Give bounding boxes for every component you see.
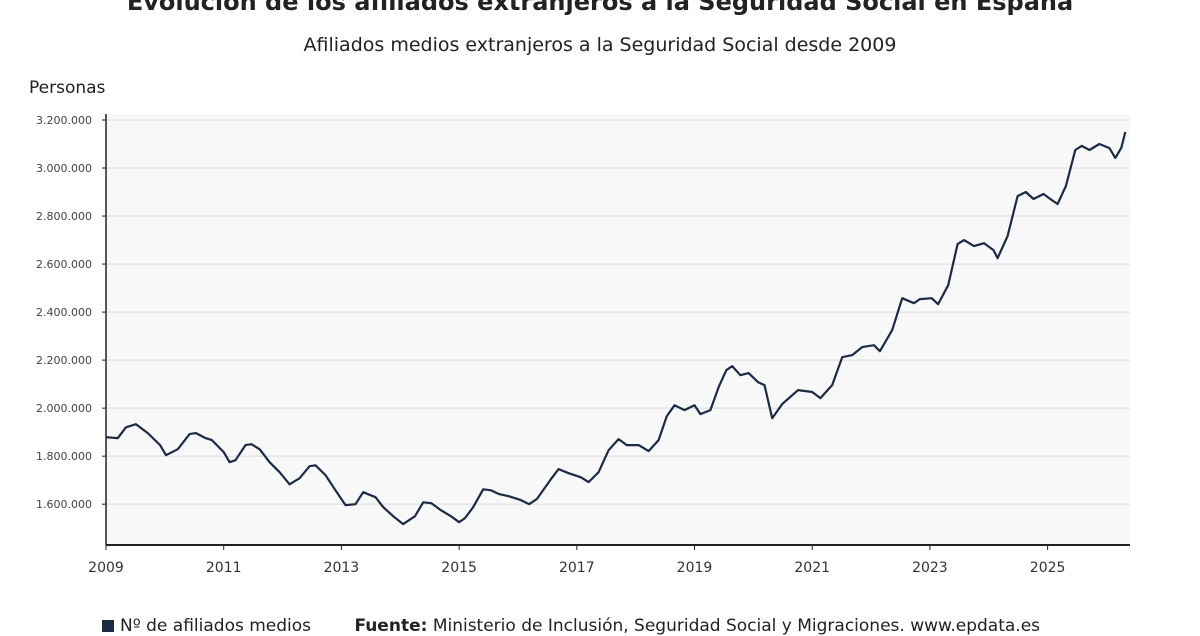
source-text: Ministerio de Inclusión, Seguridad Socia… xyxy=(433,616,1040,636)
x-tick-label: 2023 xyxy=(912,560,948,576)
x-tick-label: 2021 xyxy=(794,560,830,576)
source-label: Fuente: xyxy=(354,616,427,636)
y-tick-label: 2.400.000 xyxy=(36,306,92,319)
x-tick-label: 2017 xyxy=(559,560,595,576)
x-tick-label: 2011 xyxy=(206,560,242,576)
y-tick-label: 2.800.000 xyxy=(36,210,92,223)
y-tick-label: 1.800.000 xyxy=(36,450,92,463)
x-tick-label: 2019 xyxy=(677,560,713,576)
x-tick-label: 2009 xyxy=(88,560,124,576)
x-tick-label: 2025 xyxy=(1030,560,1066,576)
legend: Nº de afiliados medios Fuente: Ministeri… xyxy=(102,616,1040,636)
y-tick-label: 2.000.000 xyxy=(36,402,92,415)
y-tick-label: 3.000.000 xyxy=(36,162,92,175)
y-tick-label: 2.600.000 xyxy=(36,258,92,271)
legend-label: Nº de afiliados medios xyxy=(120,616,311,636)
plot-area xyxy=(106,114,1130,545)
y-tick-label: 2.200.000 xyxy=(36,354,92,367)
x-tick-label: 2013 xyxy=(324,560,360,576)
y-tick-label: 1.600.000 xyxy=(36,498,92,511)
x-tick-label: 2015 xyxy=(441,560,477,576)
y-tick-label: 3.200.000 xyxy=(36,114,92,127)
source-note: Fuente: Ministerio de Inclusión, Segurid… xyxy=(354,616,1040,636)
legend-swatch xyxy=(102,620,114,632)
